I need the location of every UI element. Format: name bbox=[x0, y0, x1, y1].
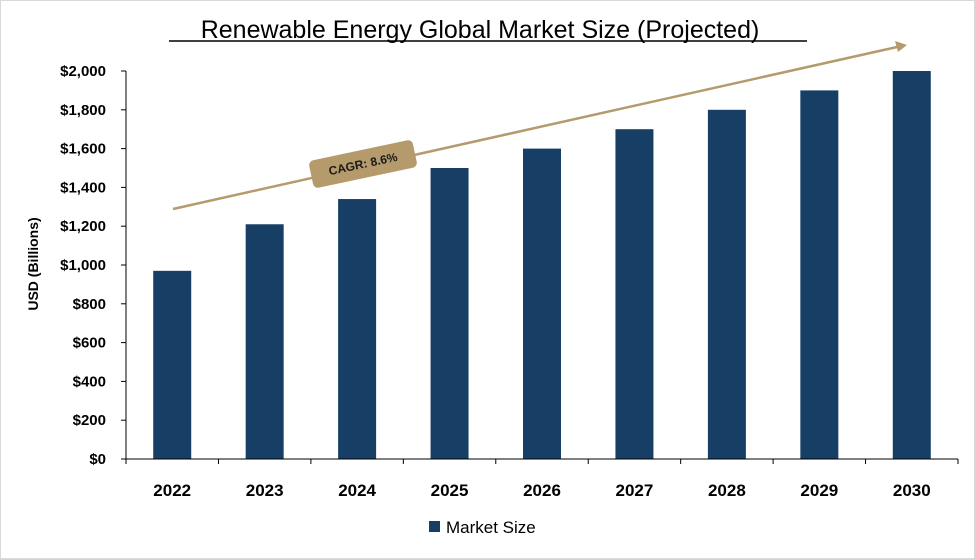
x-tick-label: 2028 bbox=[708, 481, 746, 500]
y-tick-label: $800 bbox=[73, 296, 106, 313]
legend-label: Market Size bbox=[446, 518, 536, 537]
bar-2022 bbox=[153, 270, 192, 459]
y-tick-label: $0 bbox=[89, 451, 106, 468]
x-tick-label: 2024 bbox=[338, 481, 376, 500]
y-tick-label: $1,600 bbox=[60, 141, 106, 158]
y-tick-label: $1,200 bbox=[60, 218, 106, 235]
chart-title: Renewable Energy Global Market Size (Pro… bbox=[201, 16, 760, 44]
bar-2023 bbox=[245, 224, 284, 459]
x-tick-label: 2023 bbox=[246, 481, 284, 500]
x-tick-label: 2027 bbox=[616, 481, 654, 500]
legend-swatch bbox=[429, 521, 440, 532]
trend-line bbox=[172, 45, 898, 211]
y-tick-label: $200 bbox=[73, 412, 106, 429]
bar-2027 bbox=[615, 129, 654, 459]
cagr-badge bbox=[309, 140, 417, 188]
x-tick-label: 2026 bbox=[523, 481, 561, 500]
trend-arrowhead bbox=[895, 41, 907, 52]
legend: Market Size bbox=[429, 518, 536, 537]
y-tick-label: $600 bbox=[73, 335, 106, 352]
y-tick-label: $2,000 bbox=[60, 63, 106, 80]
y-tick-label: $400 bbox=[73, 373, 106, 390]
y-tick-label: $1,800 bbox=[60, 102, 106, 119]
x-tick-label: 2025 bbox=[431, 481, 469, 500]
bar-2028 bbox=[707, 109, 746, 460]
x-tick-label: 2022 bbox=[153, 481, 191, 500]
bar-2025 bbox=[430, 168, 469, 459]
bar-2030 bbox=[892, 71, 931, 459]
y-tick-label: $1,400 bbox=[60, 179, 106, 196]
cagr-annotation: CAGR: 8.6% bbox=[309, 140, 417, 188]
y-axis: $0 $200 $400 $600 $800 $1,000 $1,200 $1,400 $1,6… bbox=[60, 63, 126, 468]
x-tick-label: 2030 bbox=[893, 481, 931, 500]
bar-2029 bbox=[800, 90, 839, 460]
y-tick-label: $1,000 bbox=[60, 257, 106, 274]
bar-2024 bbox=[338, 199, 377, 460]
x-axis: 2022 2023 2024 2025 2026 2027 2028 2029 2030 bbox=[125, 459, 959, 500]
bar-series bbox=[153, 71, 931, 460]
trend-arrow bbox=[172, 41, 907, 211]
bar-2026 bbox=[523, 148, 561, 459]
y-axis-label: USD (Billions) bbox=[25, 217, 41, 310]
x-tick-label: 2029 bbox=[800, 481, 838, 500]
